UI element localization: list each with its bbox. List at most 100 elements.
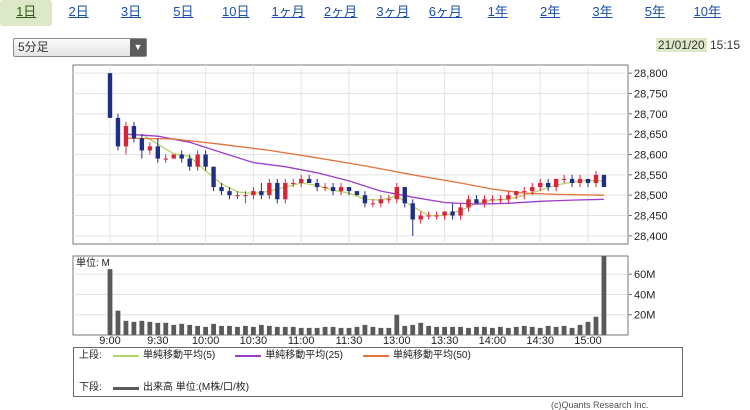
xtick-label-0: 9:00 [99,335,120,345]
volume-bar [330,326,336,335]
tab-period-11[interactable]: 3年 [592,4,613,19]
xtick-label-4: 11:00 [288,335,315,345]
triangle-down-icon[interactable]: ▼ [130,39,146,56]
volume-bar [601,256,607,335]
volume-bar [179,323,185,335]
xtick-label-10: 15:00 [574,335,602,345]
tab-period-3[interactable]: 5日 [173,4,194,19]
candle-body [434,215,439,217]
candle-body [115,117,121,147]
tab-period-4[interactable]: 10日 [222,4,250,19]
candle-body [259,191,264,196]
candle-body [346,187,352,192]
xtick-label-3: 10:30 [240,335,268,345]
volume-bar [115,310,121,335]
legend-label-ma25: 単純移動平均(25) [265,350,344,361]
price-ytick-label-8: 28,800 [634,68,668,80]
tab-period-13[interactable]: 10年 [693,4,721,19]
volume-bar [282,326,288,335]
ma-line-2 [125,137,604,196]
volume-bar [370,326,376,335]
volume-bar [155,322,161,335]
tab-period-0[interactable]: 1日 [0,0,53,26]
volume-panel-frame [72,255,629,336]
candle-body [593,174,599,183]
candle-body [418,215,423,220]
tab-period-9[interactable]: 1年 [487,4,508,19]
tab-period-10[interactable]: 2年 [539,4,561,19]
candle-body [426,215,431,217]
candle-body [362,195,368,204]
volume-bar [322,326,328,335]
volume-bar [314,327,320,335]
ma-line-1 [125,133,604,205]
volume-bar [187,324,193,335]
interval-select[interactable]: 5分足 ▼ [13,38,147,57]
legend-top-row: 上段: 単純移動平均(5) 単純移動平均(25) 単純移動平均(50) [79,349,491,363]
legend-item-ma25: 単純移動平均(25) [235,349,343,363]
volume-bar [306,327,312,335]
candle-body [163,158,168,160]
volume-unit-label: 単位: M [76,256,110,269]
candle-body [147,146,153,151]
volume-bar [203,326,208,335]
candle-body [195,154,200,167]
volume-bar [577,324,583,335]
volume-ytick-label-0: 20M [634,310,655,322]
tab-period-12[interactable]: 5年 [644,4,665,19]
candle-body [330,187,336,192]
tab-period-8[interactable]: 6ヶ月 [428,4,462,19]
volume-bar [378,327,384,335]
candle-body [243,195,248,197]
candle-body [306,178,312,183]
candle-body [378,199,384,204]
volume-bar [585,321,591,335]
volume-bar [219,325,224,335]
tab-period-1[interactable]: 2日 [68,4,89,19]
volume-bar [386,327,392,335]
price-ytick-label-1: 28,450 [634,211,668,223]
legend-top-label: 上段: [79,350,102,361]
candle-body [458,207,463,216]
legend-item-ma5: 単純移動平均(5) [113,349,215,363]
tab-period-2[interactable]: 3日 [120,4,142,19]
volume-bar [346,327,352,335]
tab-period-6[interactable]: 2ヶ月 [323,4,358,19]
volume-bar [553,326,559,335]
tab-period-5[interactable]: 1ヶ月 [271,4,305,19]
volume-bar [561,325,567,335]
candle-body [569,178,575,183]
candle-body [131,126,137,139]
volume-bar [497,326,503,335]
volume-bar [490,327,495,335]
candle-body [482,199,487,204]
volume-bar [147,321,153,335]
candle-body [601,174,607,188]
volume-bar [131,321,137,335]
candle-body [235,195,240,197]
candle-body [291,182,296,184]
candle-body [155,146,160,159]
volume-bar [450,326,455,335]
volume-bar [258,324,264,335]
price-ytick-label-2: 28,500 [634,190,668,202]
xtick-label-5: 11:30 [336,335,363,345]
candle-body [171,154,176,159]
volume-bar [513,326,519,335]
candle-body [585,178,591,183]
price-ytick-label-0: 28,400 [634,231,668,243]
price-ytick-label-5: 28,650 [634,129,668,141]
candle-body [506,195,511,200]
volume-bar [545,325,551,335]
candle-body [402,187,407,204]
volume-bar [243,325,248,335]
interval-select-value: 5分足 [18,40,49,54]
legend-label-ma5: 単純移動平均(5) [143,350,216,361]
candle-body [530,187,535,192]
volume-ytick-label-2: 60M [634,269,655,281]
tab-period-7[interactable]: 3ヶ月 [376,4,410,19]
legend-swatch-ma50 [363,355,390,357]
candle-body [370,203,376,205]
legend-item-ma50: 単純移動平均(50) [363,349,471,363]
price-ytick-label-4: 28,600 [634,150,668,162]
